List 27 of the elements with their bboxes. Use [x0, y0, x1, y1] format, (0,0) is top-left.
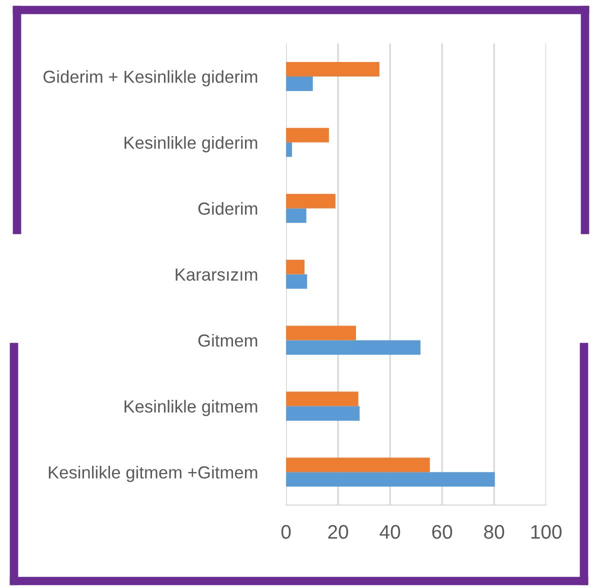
y-tick-label: Giderim + Kesinlikle giderim	[44, 70, 258, 86]
y-tick-label: Gitmem	[198, 334, 258, 347]
y-tick-label: Giderim	[198, 202, 258, 215]
bar	[286, 194, 336, 208]
bar	[286, 274, 308, 289]
x-tick-label: 0	[281, 525, 291, 539]
bar	[286, 62, 380, 76]
bar	[286, 340, 420, 355]
bar	[286, 142, 292, 157]
bar	[286, 326, 356, 340]
x-tick-label: 40	[380, 525, 400, 539]
y-tick-label: Kesinlikle gitmem	[124, 400, 258, 416]
y-tick-label: Kesinlikle gitmem +Gitmem	[48, 466, 258, 482]
x-tick-label: 80	[484, 525, 504, 539]
bar	[286, 128, 329, 142]
bar	[286, 260, 305, 274]
bar	[286, 406, 360, 421]
bar	[286, 472, 495, 487]
x-tick-label: 100	[531, 525, 562, 539]
bar	[286, 458, 430, 472]
bar	[286, 76, 313, 91]
bar	[286, 392, 358, 406]
y-tick-label: Kararsızım	[176, 268, 258, 281]
y-tick-label: Kesinlikle giderim	[124, 136, 258, 152]
x-tick-label: 20	[328, 525, 348, 539]
x-tick-label: 60	[432, 525, 452, 539]
bar	[286, 208, 306, 223]
